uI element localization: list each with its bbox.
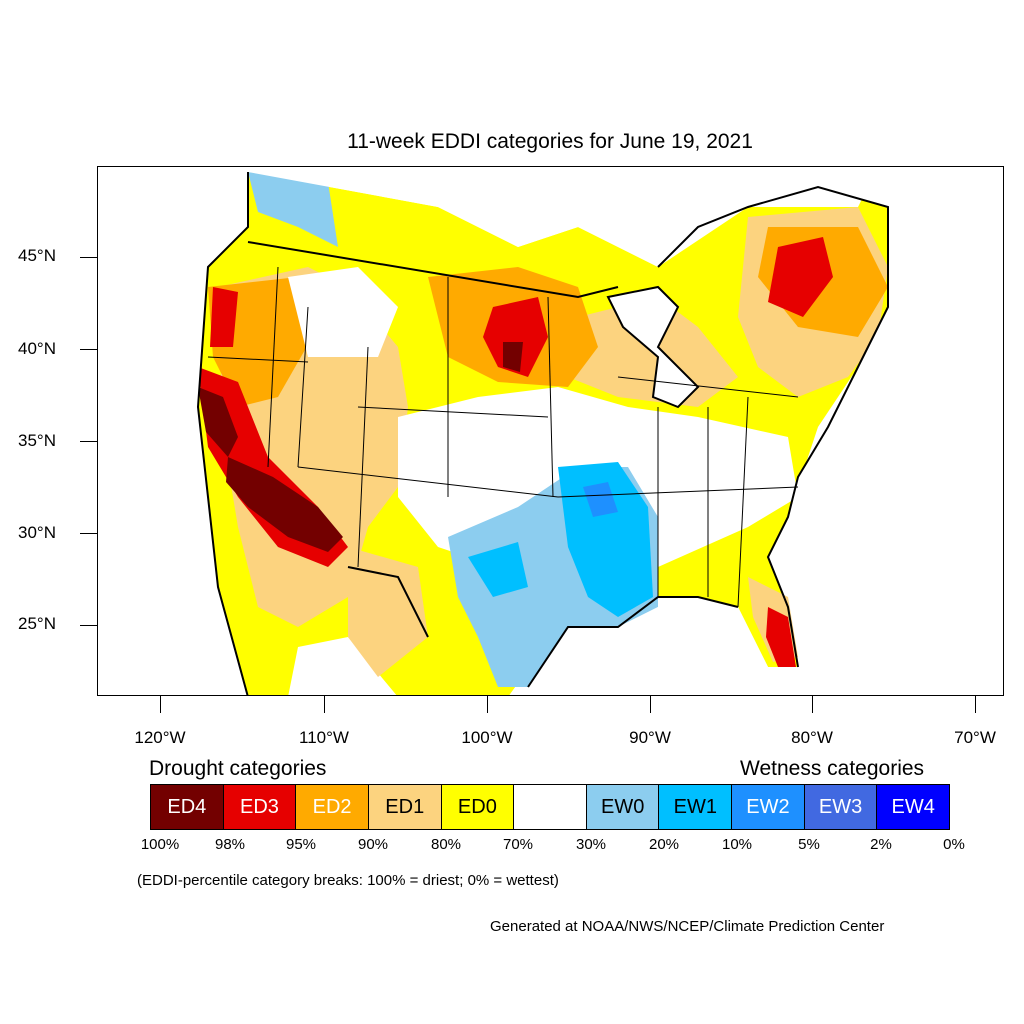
- region-neutral-montana: [288, 267, 398, 357]
- break-note: (EDDI-percentile category breaks: 100% =…: [137, 872, 559, 889]
- region-ew1-texas: [468, 542, 528, 597]
- lon-tick-80: [812, 696, 813, 713]
- lon-label-80: 80°W: [791, 728, 833, 747]
- legend-cell-ew4: EW4: [877, 785, 950, 829]
- legend-bar: ED4 ED3 ED2 ED1 ED0 EW0 EW1 EW2 EW3 EW4: [150, 784, 950, 830]
- lat-label-35: 35°N: [18, 431, 56, 450]
- lat-label-30: 30°N: [18, 523, 56, 542]
- region-ew1-south: [558, 462, 653, 617]
- region-ed3-oregon: [210, 287, 238, 347]
- legend-cell-neutral: [514, 785, 587, 829]
- lon-tick-70: [975, 696, 976, 713]
- break-label: 70%: [502, 836, 534, 853]
- legend-cell-ed3: ED3: [223, 785, 297, 829]
- region-ed1-south: [348, 547, 428, 677]
- lon-label-100: 100°W: [461, 728, 513, 747]
- lon-label-120: 120°W: [134, 728, 186, 747]
- region-ed4-california: [198, 387, 238, 457]
- break-label: 30%: [575, 836, 607, 853]
- legend-cell-ed0: ED0: [441, 785, 515, 829]
- region-ed4-southwest: [226, 457, 343, 552]
- lat-label-40: 40°N: [18, 339, 56, 358]
- lon-label-90: 90°W: [629, 728, 671, 747]
- lat-tick-25: [80, 625, 97, 626]
- break-label: 98%: [214, 836, 246, 853]
- drought-heading: Drought categories: [149, 757, 327, 780]
- break-label: 10%: [721, 836, 753, 853]
- legend-cell-ed1: ED1: [368, 785, 442, 829]
- map-canvas: [98, 167, 1003, 695]
- break-label: 0%: [943, 836, 965, 853]
- map-title: 11-week EDDI categories for June 19, 202…: [347, 130, 753, 153]
- region-ed4-dakota: [503, 342, 523, 372]
- lon-tick-120: [160, 696, 161, 713]
- ocean-pacific: [98, 167, 248, 695]
- lat-tick-40: [80, 349, 97, 350]
- state-boundaries: [207, 266, 799, 608]
- legend-cell-ew1: EW1: [659, 785, 733, 829]
- region-ew0-northwest: [248, 172, 338, 247]
- credit-line: Generated at NOAA/NWS/NCEP/Climate Predi…: [490, 918, 885, 935]
- legend-cell-ed2: ED2: [296, 785, 369, 829]
- ocean-atlantic: [788, 227, 1003, 695]
- break-label: 100%: [140, 836, 180, 853]
- lat-label-45: 45°N: [18, 246, 56, 265]
- canada-region: [248, 167, 878, 267]
- lon-tick-100: [487, 696, 488, 713]
- break-label: 20%: [648, 836, 680, 853]
- lon-label-70: 70°W: [954, 728, 996, 747]
- lat-tick-35: [80, 441, 97, 442]
- ocean-gulf: [528, 597, 796, 695]
- wetness-heading: Wetness categories: [740, 757, 925, 780]
- break-label: 5%: [798, 836, 820, 853]
- region-ed3-dakotas: [483, 297, 548, 377]
- break-label: 95%: [285, 836, 317, 853]
- lon-tick-110: [324, 696, 325, 713]
- break-label: 2%: [870, 836, 892, 853]
- region-ed3-florida: [766, 607, 796, 667]
- region-ed3-northeast: [768, 237, 833, 317]
- us-outline: [196, 172, 889, 695]
- lat-tick-30: [80, 533, 97, 534]
- lon-label-110: 110°W: [299, 728, 349, 747]
- legend-cell-ed4: ED4: [151, 785, 224, 829]
- legend-cell-ew3: EW3: [804, 785, 878, 829]
- break-label: 90%: [357, 836, 389, 853]
- great-lakes: [606, 285, 700, 409]
- break-label: 80%: [430, 836, 462, 853]
- lon-tick-90: [650, 696, 651, 713]
- map-frame: [97, 166, 1004, 696]
- region-ew2-arkansas: [583, 482, 618, 517]
- lat-tick-45: [80, 257, 97, 258]
- legend-cell-ew2: EW2: [732, 785, 805, 829]
- lat-label-25: 25°N: [18, 614, 56, 633]
- legend-cell-ew0: EW0: [586, 785, 660, 829]
